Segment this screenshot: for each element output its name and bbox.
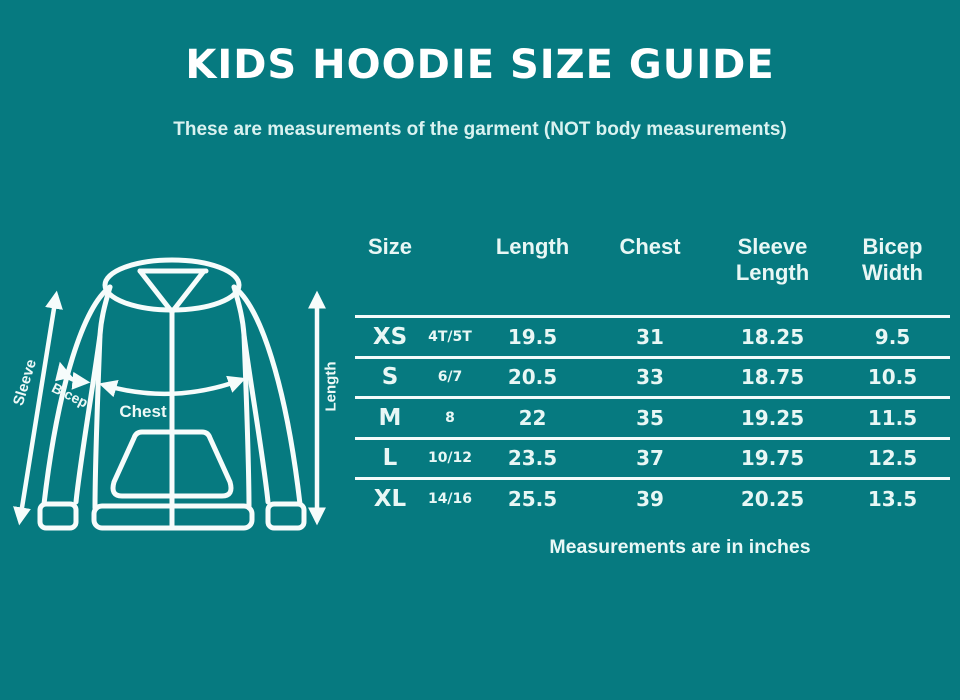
table-row: S 6/7 20.5 33 18.75 10.5 <box>355 355 950 397</box>
column-header-length: Length <box>495 234 570 259</box>
cell-bicep-width: 9.5 <box>874 324 911 349</box>
table-header-row: Size Length Chest Sleeve Length Bicep Wi… <box>355 234 950 315</box>
hoodie-diagram: Sleeve Bicep Chest Length <box>0 252 360 564</box>
cell-length: 20.5 <box>507 365 558 390</box>
table-row: L 10/12 23.5 37 19.75 12.5 <box>355 436 950 478</box>
cell-sleeve-length: 18.25 <box>740 324 805 349</box>
cell-size: L <box>382 445 398 472</box>
cell-bicep-width: 12.5 <box>867 446 918 471</box>
bicep-arrow <box>55 361 91 390</box>
cell-sleeve-length: 18.75 <box>740 365 805 390</box>
page-title: KIDS HOODIE SIZE GUIDE <box>185 42 775 88</box>
cell-length: 19.5 <box>507 324 558 349</box>
column-header-sleeve-length: Sleeve Length <box>735 234 810 286</box>
cell-chest: 33 <box>636 365 664 390</box>
cell-sleeve-length: 20.25 <box>740 486 805 511</box>
table-row: XL 14/16 25.5 39 20.25 13.5 <box>355 477 950 518</box>
cell-size: XS <box>372 323 408 350</box>
cell-bicep-width: 11.5 <box>867 405 918 430</box>
hoodie-illustration <box>13 257 326 531</box>
column-header-chest: Chest <box>619 234 681 259</box>
cell-age: 6/7 <box>437 369 463 386</box>
cell-age: 14/16 <box>427 490 473 507</box>
cell-chest: 35 <box>636 405 664 430</box>
cell-age: 4T/5T <box>428 328 472 345</box>
size-table: Size Length Chest Sleeve Length Bicep Wi… <box>355 234 950 518</box>
cell-sleeve-length: 19.25 <box>740 405 805 430</box>
sleeve-arrow <box>13 290 63 526</box>
cell-length: 25.5 <box>507 486 558 511</box>
cell-age: 8 <box>445 409 455 426</box>
table-row: M 8 22 35 19.25 11.5 <box>355 396 950 437</box>
cell-age: 10/12 <box>427 450 473 467</box>
column-header-size: Size <box>367 234 413 259</box>
cell-length: 23.5 <box>507 446 558 471</box>
cell-chest: 31 <box>636 324 664 349</box>
cell-size: M <box>378 404 402 431</box>
page-subtitle: These are measurements of the garment (N… <box>173 119 787 140</box>
cell-sleeve-length: 19.75 <box>740 446 805 471</box>
column-header-bicep-width: Bicep Width <box>862 234 923 286</box>
cell-chest: 39 <box>636 486 664 511</box>
cell-size: XL <box>373 485 407 512</box>
cell-chest: 37 <box>636 446 664 471</box>
cell-length: 22 <box>518 405 547 430</box>
units-note: Measurements are in inches <box>549 536 811 558</box>
table-row: XS 4T/5T 19.5 31 18.25 9.5 <box>355 315 950 356</box>
cell-bicep-width: 10.5 <box>867 365 918 390</box>
cell-size: S <box>381 364 399 391</box>
cell-bicep-width: 13.5 <box>867 486 918 511</box>
chest-arrow <box>98 375 247 398</box>
